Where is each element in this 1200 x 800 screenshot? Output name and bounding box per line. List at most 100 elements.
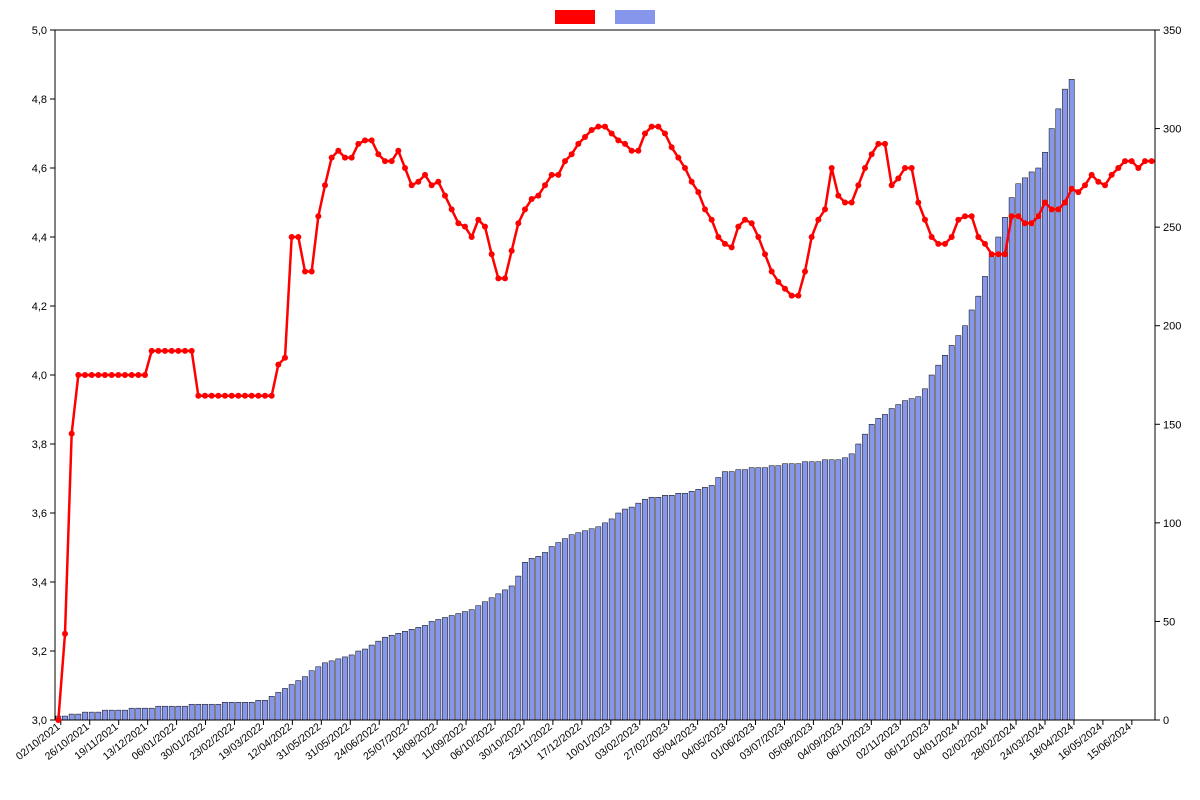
line-marker	[1149, 158, 1155, 164]
bar	[129, 708, 134, 720]
bar	[989, 257, 994, 720]
line-marker	[189, 348, 195, 354]
line-marker	[355, 141, 361, 147]
line-marker	[1069, 186, 1075, 192]
line-marker	[969, 213, 975, 219]
bar	[1022, 178, 1027, 720]
line-marker	[1049, 206, 1055, 212]
ytick-left-label: 4,2	[32, 301, 47, 313]
line-marker	[289, 234, 295, 240]
bars-group	[56, 79, 1075, 720]
bar	[622, 509, 627, 720]
bar	[522, 562, 527, 720]
line-marker	[949, 234, 955, 240]
line-marker	[889, 182, 895, 188]
bar	[89, 712, 94, 720]
ytick-right-label: 350	[1163, 25, 1181, 37]
bar	[409, 629, 414, 720]
bar	[216, 704, 221, 720]
bar	[316, 667, 321, 720]
bar	[982, 276, 987, 720]
bar	[289, 685, 294, 720]
line-marker	[329, 155, 335, 161]
line-marker	[95, 372, 101, 378]
bar	[542, 552, 547, 720]
line-marker	[1002, 251, 1008, 257]
line-marker	[549, 172, 555, 178]
bar	[516, 576, 521, 720]
line-marker	[282, 355, 288, 361]
bar	[1036, 168, 1041, 720]
line-marker	[442, 193, 448, 199]
bar	[962, 326, 967, 720]
line-marker	[1109, 172, 1115, 178]
line-marker	[922, 217, 928, 223]
bar	[1049, 129, 1054, 720]
line-marker	[649, 124, 655, 130]
bar	[696, 489, 701, 720]
line-marker	[235, 393, 241, 399]
line-marker	[1075, 189, 1081, 195]
line-marker	[689, 179, 695, 185]
bar	[889, 409, 894, 720]
line-marker	[75, 372, 81, 378]
bar	[676, 493, 681, 720]
ytick-left-label: 3,2	[32, 646, 47, 658]
bar	[882, 414, 887, 720]
bar	[176, 706, 181, 720]
ytick-left-label: 3,0	[32, 715, 47, 727]
line-marker	[415, 179, 421, 185]
line-marker	[935, 241, 941, 247]
ytick-right-label: 50	[1163, 616, 1175, 628]
bar	[789, 464, 794, 720]
bar	[942, 355, 947, 720]
line-marker	[162, 348, 168, 354]
bar	[876, 418, 881, 720]
line-marker	[89, 372, 95, 378]
bar	[269, 696, 274, 720]
line-marker	[655, 124, 661, 130]
line-marker	[635, 148, 641, 154]
line-marker	[395, 148, 401, 154]
line-marker	[675, 155, 681, 161]
line-marker	[449, 206, 455, 212]
line-marker	[1135, 165, 1141, 171]
line-marker	[495, 275, 501, 281]
bar	[1042, 152, 1047, 720]
bar	[256, 700, 261, 720]
line-marker	[615, 137, 621, 143]
line-marker	[1089, 172, 1095, 178]
line-marker	[782, 286, 788, 292]
bar	[136, 708, 141, 720]
line-marker	[462, 224, 468, 230]
bar	[976, 296, 981, 720]
bar	[536, 556, 541, 720]
line-marker	[1115, 165, 1121, 171]
line-marker	[102, 372, 108, 378]
line-marker	[209, 393, 215, 399]
line-marker	[569, 151, 575, 157]
bar	[929, 375, 934, 720]
bar	[896, 405, 901, 720]
bar	[296, 681, 301, 720]
ytick-left-label: 3,4	[32, 577, 47, 589]
bar	[1056, 109, 1061, 720]
line-marker	[595, 124, 601, 130]
line-marker	[1095, 179, 1101, 185]
line-marker	[375, 151, 381, 157]
line-marker	[722, 241, 728, 247]
line-marker	[849, 200, 855, 206]
line-marker	[342, 155, 348, 161]
bar	[489, 598, 494, 720]
line-marker	[882, 141, 888, 147]
bar	[229, 702, 234, 720]
line-marker	[589, 127, 595, 133]
line-marker	[762, 251, 768, 257]
bar	[122, 710, 127, 720]
bar	[822, 460, 827, 720]
line-marker	[322, 182, 328, 188]
legend-bar-swatch	[615, 10, 655, 24]
line-marker	[582, 134, 588, 140]
bar	[849, 454, 854, 720]
line-marker	[609, 131, 615, 137]
